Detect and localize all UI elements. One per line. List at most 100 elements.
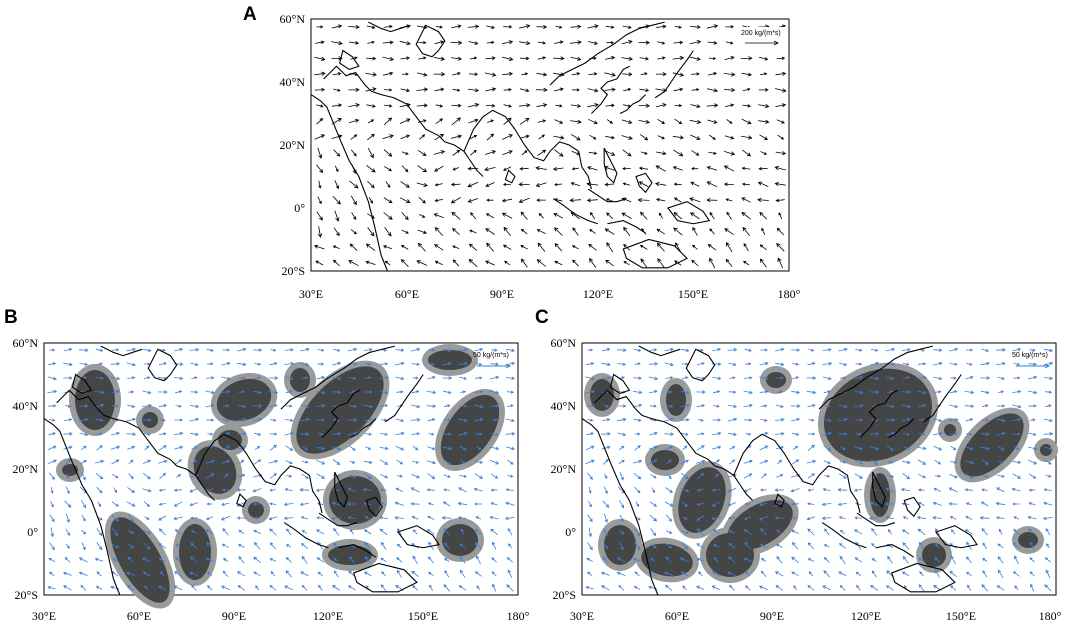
wind-vector (775, 417, 785, 422)
wind-vector (919, 541, 925, 550)
wind-vector (603, 543, 608, 549)
wind-vector (886, 445, 894, 451)
wind-vector (381, 571, 386, 577)
wind-vector (485, 260, 495, 266)
panel-letter: A (243, 4, 257, 25)
wind-vector (379, 362, 389, 366)
wind-vector (470, 212, 477, 220)
wind-vector (619, 529, 625, 535)
wind-vector (655, 198, 666, 202)
wind-vector (901, 390, 911, 394)
coastline (368, 21, 410, 33)
wind-vector (586, 404, 595, 408)
wind-vector (839, 529, 846, 534)
wind-vector (220, 515, 230, 521)
wind-vector (934, 569, 941, 578)
wind-vector (790, 502, 799, 506)
wind-vector (63, 376, 73, 380)
wind-vector (666, 514, 672, 522)
wind-vector (980, 432, 990, 436)
wind-vector (334, 180, 340, 190)
wind-vector (696, 445, 705, 451)
wind-vector (585, 459, 595, 465)
wind-vector (428, 571, 434, 577)
wind-vector (1043, 348, 1054, 353)
wind-vector (189, 571, 199, 576)
panel-a: A 200 kg/(m*s) 60°N 40°N 20°N 0° 20°S 30… (243, 4, 801, 301)
wind-vector (191, 459, 198, 465)
wind-vector (458, 431, 468, 436)
wind-vector (333, 570, 339, 578)
wind-vector (363, 460, 373, 464)
wind-vector (426, 390, 437, 395)
wind-vector (331, 103, 343, 108)
lon-label: 60°E (665, 609, 689, 623)
wind-vector (995, 516, 1005, 520)
wind-vector (94, 557, 104, 562)
wind-vector (521, 150, 528, 156)
coastline (888, 418, 915, 438)
wind-vector (1027, 515, 1037, 520)
wind-vector (395, 487, 403, 492)
wind-vector (380, 557, 387, 563)
wind-vector (791, 459, 800, 465)
wind-vector (672, 72, 685, 77)
reference-vector: 50 kg/(m*s) (1012, 352, 1051, 369)
wind-vector (696, 502, 704, 506)
wind-vector (95, 472, 104, 480)
wind-vector (761, 473, 767, 479)
wind-vector (316, 164, 324, 174)
wind-vector (587, 348, 594, 352)
wind-vector (221, 502, 230, 506)
wind-vector (384, 166, 393, 172)
wind-vector (656, 242, 665, 252)
wind-vector (485, 56, 496, 61)
wind-vector (605, 103, 615, 108)
reference-vector: 50 kg/(m*s) (473, 352, 512, 369)
wind-vector (855, 362, 863, 366)
wind-vector (475, 376, 483, 380)
wind-vector (467, 24, 480, 29)
wind-vector (270, 348, 277, 352)
wind-vector (442, 432, 452, 436)
wind-vector (348, 445, 356, 451)
wind-vector (159, 348, 166, 352)
wind-vector (206, 541, 214, 550)
wind-vector (885, 515, 895, 520)
wind-vector (469, 149, 477, 156)
wind-vector (128, 390, 135, 394)
wind-vector (823, 445, 832, 451)
wind-vector (253, 417, 263, 422)
wind-vector (706, 24, 719, 29)
wind-vector (505, 446, 515, 451)
wind-vector (419, 214, 426, 218)
wind-vector (690, 212, 700, 220)
panel-letter: B (4, 307, 18, 328)
wind-vector (365, 56, 377, 61)
wind-vector (332, 585, 341, 591)
wind-vector (617, 362, 627, 366)
lat-label: 20°N (551, 462, 577, 476)
wind-vector (638, 166, 649, 171)
wind-vector (364, 376, 372, 380)
wind-vector (159, 418, 166, 422)
wind-vector (299, 488, 310, 492)
wind-vector (692, 226, 698, 236)
wind-vector (1029, 571, 1035, 577)
wind-vector (190, 556, 198, 564)
wind-vector (680, 403, 691, 408)
wind-vector (383, 24, 393, 29)
wind-vector (367, 148, 374, 159)
wind-vector (189, 404, 200, 409)
wind-vector (237, 347, 247, 352)
wind-vector (791, 556, 800, 564)
wind-vector (412, 585, 419, 591)
wind-vector (980, 390, 990, 394)
wind-vector (711, 431, 722, 436)
wind-vector (238, 556, 245, 564)
wind-vector (416, 182, 428, 187)
wind-vector (723, 151, 736, 156)
wind-vector (317, 348, 325, 352)
wind-vector (673, 212, 683, 220)
wind-vector (519, 166, 529, 171)
